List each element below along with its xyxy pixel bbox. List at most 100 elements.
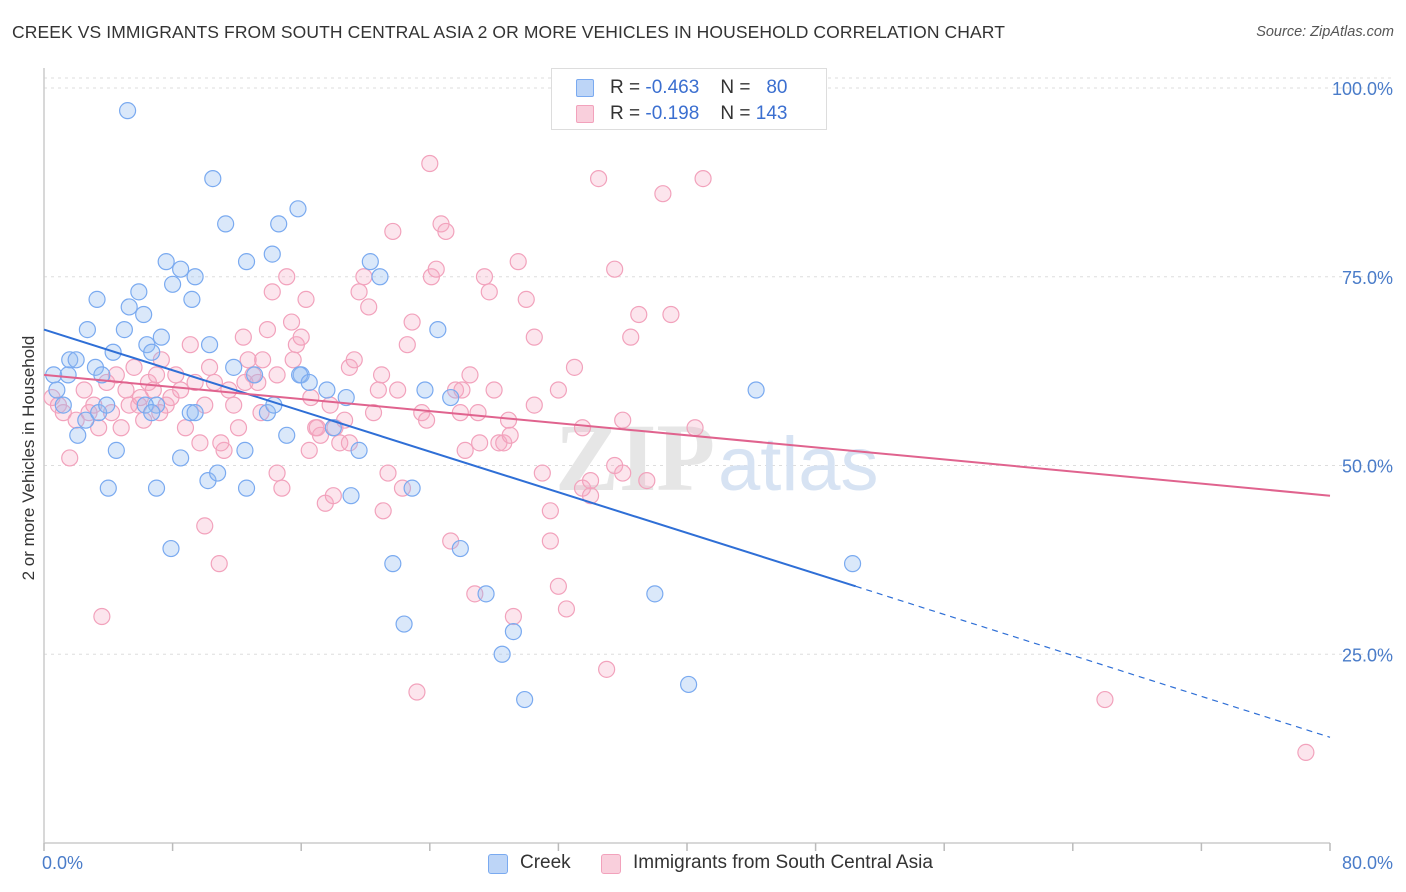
asia-point-79 bbox=[427, 260, 445, 278]
asia-point-59 bbox=[331, 434, 349, 452]
creek-point-7 bbox=[88, 290, 106, 308]
asia-point-16 bbox=[125, 358, 143, 376]
creek-point-67 bbox=[342, 487, 360, 505]
creek-point-78 bbox=[69, 426, 87, 444]
asia-trend-line bbox=[43, 373, 1331, 497]
creek-point-71 bbox=[54, 396, 72, 414]
asia-point-110 bbox=[622, 328, 640, 346]
series-creek-points bbox=[45, 102, 862, 709]
asia-point-111 bbox=[630, 305, 648, 324]
asia-point-51 bbox=[292, 328, 310, 346]
asia-point-118 bbox=[372, 366, 391, 384]
asia-point-108 bbox=[606, 260, 624, 278]
creek-point-3 bbox=[61, 351, 79, 369]
asia-point-101 bbox=[549, 577, 568, 595]
creek-point-44 bbox=[451, 539, 469, 558]
asia-point-45 bbox=[263, 283, 281, 301]
creek-point-59 bbox=[237, 479, 256, 497]
creek-point-27 bbox=[217, 215, 235, 233]
creek-point-56 bbox=[172, 449, 190, 467]
asia-point-70 bbox=[384, 222, 402, 241]
asia-point-46 bbox=[268, 366, 286, 384]
axes bbox=[43, 68, 1331, 851]
creek-point-69 bbox=[225, 358, 243, 376]
asia-point-65 bbox=[360, 298, 378, 316]
asia-point-132 bbox=[212, 434, 230, 452]
asia-point-5 bbox=[75, 381, 93, 399]
asia-point-73 bbox=[398, 336, 416, 354]
creek-trend-line bbox=[43, 328, 857, 588]
axis-labels: 25.0% 50.0% 75.0% 100.0% 0.0% 80.0% 2 or more … bbox=[19, 79, 1393, 873]
bottom-legend-label-asia: Immigrants from South Central Asia bbox=[633, 852, 933, 873]
creek-point-45 bbox=[477, 585, 495, 603]
asia-point-119 bbox=[421, 154, 439, 173]
creek-point-6 bbox=[78, 321, 97, 339]
asia-point-48 bbox=[278, 268, 296, 286]
creek-point-11 bbox=[115, 321, 133, 339]
creek-point-74 bbox=[98, 396, 116, 414]
asia-point-127 bbox=[581, 472, 600, 490]
legend-text-creek: R = -0.463 N = 80 bbox=[610, 77, 787, 99]
asia-point-124 bbox=[541, 532, 559, 550]
asia-point-136 bbox=[284, 351, 302, 369]
asia-point-4 bbox=[67, 411, 85, 429]
asia-point-140 bbox=[1297, 743, 1315, 762]
creek-point-30 bbox=[263, 245, 281, 263]
asia-point-52 bbox=[297, 290, 315, 308]
asia-point-100 bbox=[541, 502, 559, 520]
creek-point-28 bbox=[237, 253, 256, 271]
legend-r-label-asia: R = bbox=[610, 103, 641, 124]
legend-r-value-asia: -0.198 bbox=[645, 103, 700, 124]
asia-point-40 bbox=[239, 351, 257, 369]
asia-point-102 bbox=[557, 600, 576, 618]
asia-point-109 bbox=[614, 411, 632, 429]
asia-point-53 bbox=[302, 388, 320, 407]
creek-point-12 bbox=[120, 298, 138, 316]
creek-point-22 bbox=[172, 260, 190, 278]
asia-point-34 bbox=[210, 555, 228, 573]
asia-point-135 bbox=[268, 464, 286, 482]
asia-point-91 bbox=[485, 381, 503, 399]
creek-point-68 bbox=[350, 441, 368, 459]
asia-point-103 bbox=[565, 358, 584, 376]
asia-point-67 bbox=[369, 381, 387, 399]
asia-point-69 bbox=[379, 464, 397, 482]
creek-point-64 bbox=[278, 426, 296, 444]
creek-point-53 bbox=[118, 102, 137, 120]
asia-point-38 bbox=[229, 419, 248, 437]
asia-point-21 bbox=[147, 366, 166, 384]
creek-point-25 bbox=[200, 336, 219, 354]
creek-point-26 bbox=[204, 170, 222, 188]
creek-point-72 bbox=[77, 411, 95, 429]
creek-point-42 bbox=[429, 321, 447, 339]
asia-point-105 bbox=[581, 487, 600, 505]
asia-point-74 bbox=[403, 313, 421, 331]
creek-point-31 bbox=[289, 200, 307, 218]
asia-point-138 bbox=[308, 419, 326, 437]
source-label: Source: ZipAtlas.com bbox=[1256, 24, 1394, 40]
legend-r-label-creek: R = bbox=[610, 77, 641, 98]
asia-point-125 bbox=[549, 381, 568, 399]
asia-point-96 bbox=[509, 253, 527, 271]
creek-point-37 bbox=[371, 268, 389, 286]
asia-point-47 bbox=[273, 479, 291, 497]
legend-n-label-creek: N = bbox=[720, 77, 751, 98]
creek-point-66 bbox=[300, 373, 318, 392]
asia-point-28 bbox=[181, 336, 199, 354]
asia-point-106 bbox=[589, 170, 608, 188]
asia-point-115 bbox=[694, 170, 712, 188]
creek-point-54 bbox=[147, 479, 166, 497]
creek-point-15 bbox=[99, 479, 117, 497]
asia-point-14 bbox=[117, 381, 135, 399]
y-axis-label: 2 or more Vehicles in Household bbox=[19, 336, 38, 581]
asia-point-97 bbox=[517, 290, 535, 308]
creek-trend-extension bbox=[855, 585, 1331, 738]
creek-point-43 bbox=[442, 388, 460, 407]
asia-point-122 bbox=[501, 426, 519, 444]
asia-point-62 bbox=[345, 351, 363, 369]
creek-point-51 bbox=[747, 381, 765, 399]
creek-point-39 bbox=[395, 615, 413, 633]
creek-point-76 bbox=[143, 404, 161, 422]
asia-point-63 bbox=[350, 283, 368, 301]
asia-point-3 bbox=[61, 449, 79, 467]
